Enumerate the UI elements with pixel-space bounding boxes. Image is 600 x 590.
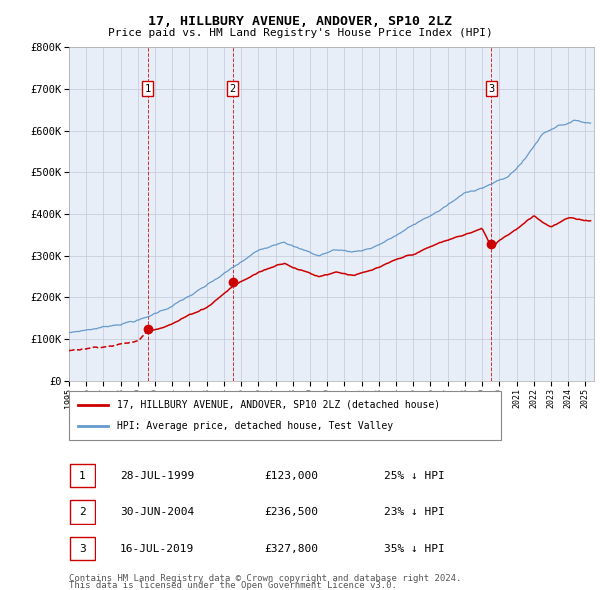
Text: 17, HILLBURY AVENUE, ANDOVER, SP10 2LZ: 17, HILLBURY AVENUE, ANDOVER, SP10 2LZ [148, 15, 452, 28]
Text: Price paid vs. HM Land Registry's House Price Index (HPI): Price paid vs. HM Land Registry's House … [107, 28, 493, 38]
Text: £123,000: £123,000 [264, 471, 318, 480]
Text: Contains HM Land Registry data © Crown copyright and database right 2024.: Contains HM Land Registry data © Crown c… [69, 574, 461, 583]
Text: 16-JUL-2019: 16-JUL-2019 [120, 544, 194, 553]
Text: £236,500: £236,500 [264, 507, 318, 517]
FancyBboxPatch shape [70, 464, 95, 487]
Text: 28-JUL-1999: 28-JUL-1999 [120, 471, 194, 480]
Text: 23% ↓ HPI: 23% ↓ HPI [384, 507, 445, 517]
Text: 25% ↓ HPI: 25% ↓ HPI [384, 471, 445, 480]
Text: 1: 1 [145, 84, 151, 94]
Text: 30-JUN-2004: 30-JUN-2004 [120, 507, 194, 517]
FancyBboxPatch shape [70, 537, 95, 560]
Text: 2: 2 [229, 84, 236, 94]
Text: This data is licensed under the Open Government Licence v3.0.: This data is licensed under the Open Gov… [69, 581, 397, 590]
Text: 17, HILLBURY AVENUE, ANDOVER, SP10 2LZ (detached house): 17, HILLBURY AVENUE, ANDOVER, SP10 2LZ (… [116, 399, 440, 409]
Text: 2: 2 [79, 507, 86, 517]
Text: £327,800: £327,800 [264, 544, 318, 553]
Text: 35% ↓ HPI: 35% ↓ HPI [384, 544, 445, 553]
Text: 3: 3 [488, 84, 494, 94]
FancyBboxPatch shape [70, 500, 95, 524]
Text: 1: 1 [79, 471, 86, 480]
Text: HPI: Average price, detached house, Test Valley: HPI: Average price, detached house, Test… [116, 421, 392, 431]
Text: 3: 3 [79, 544, 86, 553]
FancyBboxPatch shape [69, 391, 501, 440]
